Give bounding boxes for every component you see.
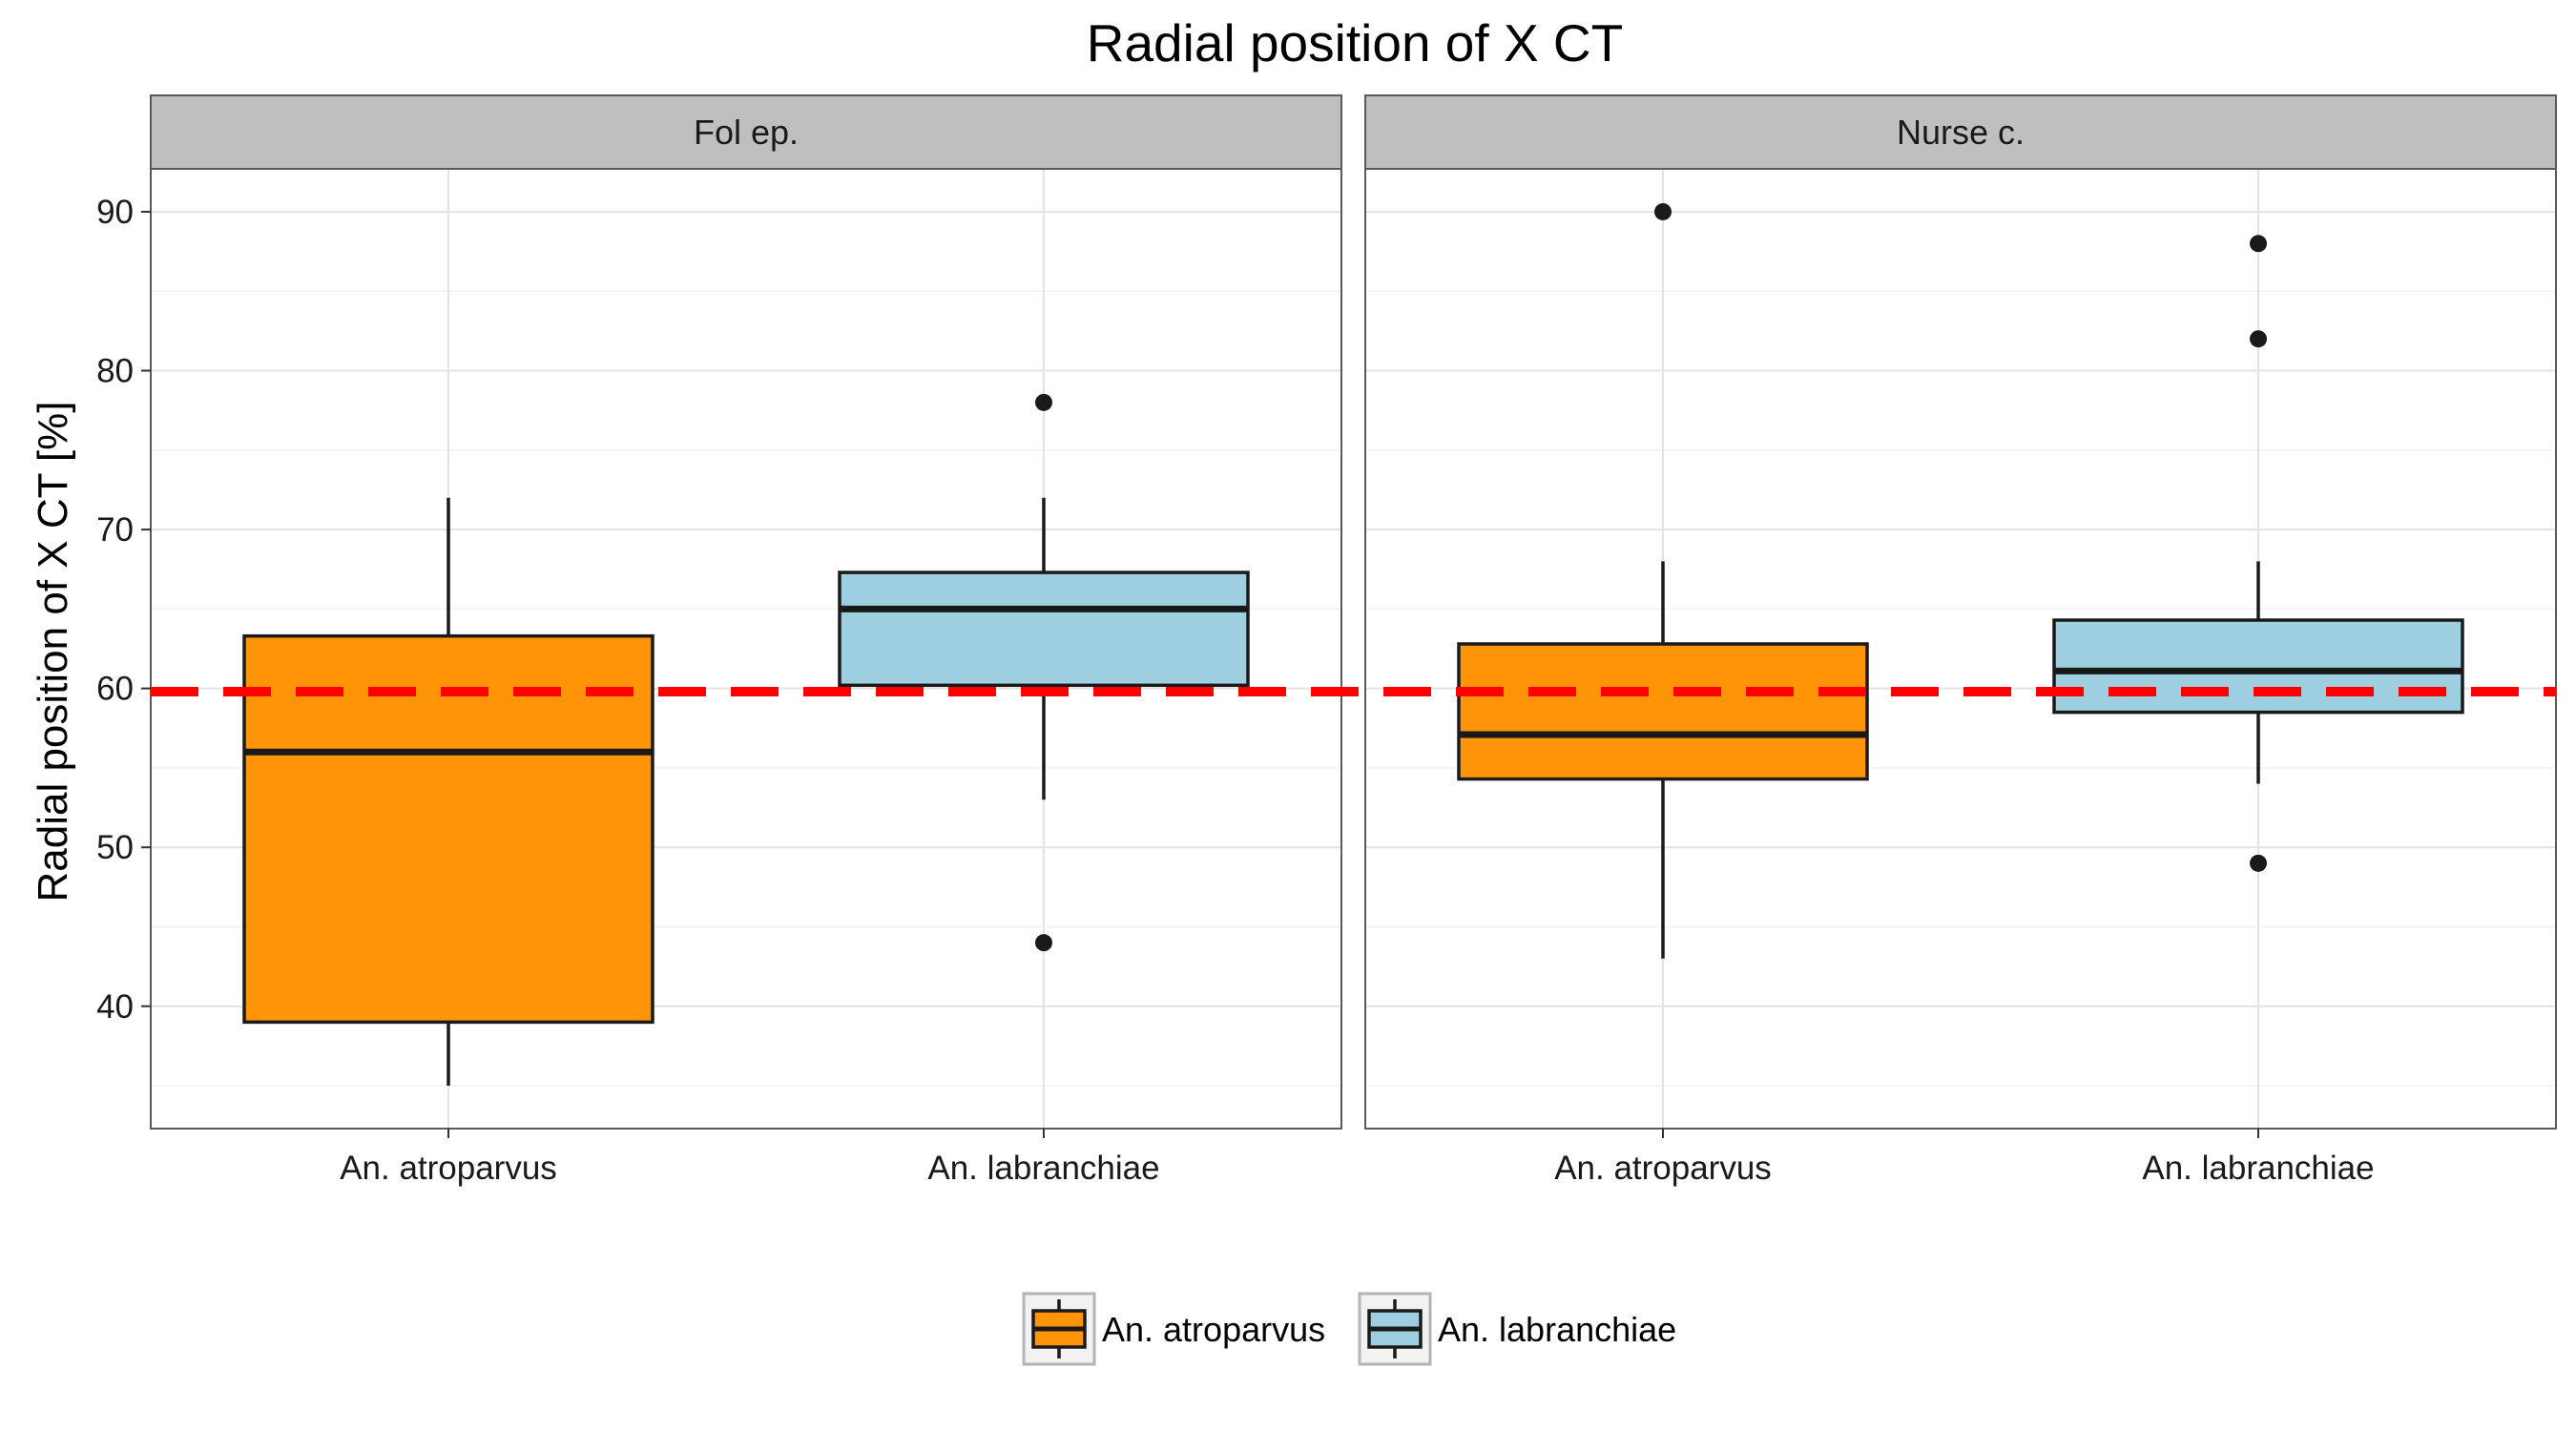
- box-labranchiae: [2052, 235, 2464, 872]
- legend-entry-labranchiae: An. labranchiae: [1358, 1292, 1676, 1366]
- box-body: [242, 633, 654, 1025]
- outlier-point: [1035, 393, 1052, 411]
- y-axis-title: Radial position of X CT [%]: [30, 402, 76, 902]
- panels: Fol ep. An. atroparvus An. labranchiae 40 50…: [96, 94, 2557, 1187]
- panel-border: [150, 168, 1342, 1130]
- box-atroparvus: [1457, 202, 1869, 959]
- box-labranchiae: [838, 393, 1250, 952]
- legend: An. atroparvus An. labranchiae: [1022, 1292, 1676, 1366]
- box-body: [838, 570, 1250, 688]
- panel-0: Fol ep. An. atroparvus An. labranchiae 40 50…: [96, 94, 1342, 1187]
- x-tick-label: An. atroparvus: [340, 1150, 557, 1187]
- panel-strip: [150, 94, 1342, 170]
- legend-label: An. labranchiae: [1438, 1310, 1676, 1349]
- y-tick-label: 60: [96, 671, 134, 708]
- panel-strip: [1364, 94, 2557, 170]
- box-body: [2052, 618, 2464, 715]
- box-body: [1457, 642, 1869, 781]
- y-tick-label: 70: [96, 511, 134, 549]
- panel-strip-label: Fol ep.: [694, 113, 799, 152]
- y-tick-label: 80: [96, 353, 134, 390]
- outlier-point: [2250, 235, 2267, 253]
- x-tick-label: An. atroparvus: [1554, 1150, 1772, 1187]
- panel-border: [1364, 168, 2557, 1130]
- box-atroparvus: [242, 497, 654, 1087]
- panel-1: Nurse c. An. atroparvus An. labranchiae: [1364, 94, 2557, 1187]
- legend-entry-atroparvus: An. atroparvus: [1022, 1292, 1325, 1366]
- legend-label: An. atroparvus: [1102, 1310, 1325, 1349]
- outlier-point: [1035, 934, 1052, 952]
- outlier-point: [1654, 202, 1672, 220]
- chart-title: Radial position of X CT: [1087, 13, 1624, 73]
- y-tick-label: 90: [96, 194, 134, 231]
- outlier-point: [2250, 330, 2267, 348]
- y-tick-label: 40: [96, 988, 134, 1026]
- x-tick-label: An. labranchiae: [927, 1150, 1159, 1187]
- panel-strip-label: Nurse c.: [1897, 113, 2025, 152]
- x-tick-label: An. labranchiae: [2142, 1150, 2374, 1187]
- outlier-point: [2250, 854, 2267, 872]
- y-tick-label: 50: [96, 829, 134, 866]
